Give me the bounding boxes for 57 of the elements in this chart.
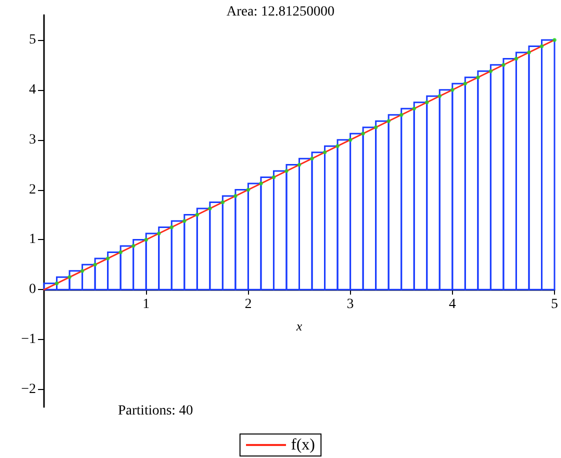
point [361, 132, 366, 136]
y-tick-label: −1 [21, 332, 36, 348]
annotation: Partitions: 40 [118, 404, 194, 418]
point [195, 212, 200, 217]
point [297, 162, 302, 167]
point [476, 75, 480, 80]
x-tick-label: 3 [346, 297, 354, 312]
point [374, 125, 378, 130]
point [540, 44, 544, 48]
point [93, 262, 98, 267]
point [284, 169, 288, 174]
y-tick-label: −2 [21, 382, 36, 398]
point [399, 112, 404, 117]
point [336, 144, 340, 148]
point [182, 218, 186, 223]
point [463, 82, 468, 86]
point [118, 250, 123, 254]
y-tick-label: 3 [29, 132, 36, 148]
x-tick-label: 4 [448, 297, 456, 312]
point [208, 206, 212, 210]
point [526, 50, 531, 54]
point [54, 281, 59, 286]
point [170, 225, 174, 230]
point [106, 256, 110, 260]
y-tick-label: 1 [29, 232, 36, 248]
point [246, 188, 250, 192]
y-tick-label: 0 [29, 282, 36, 298]
point [348, 138, 352, 142]
x-tick-label: 5 [551, 297, 558, 312]
point [144, 238, 148, 242]
point [258, 182, 263, 186]
point [552, 38, 556, 42]
point [322, 150, 327, 154]
point [412, 106, 416, 111]
y-tick-label: 4 [29, 82, 36, 98]
chart-title: Area: 12.81250000 [226, 4, 335, 20]
point [501, 62, 506, 67]
point [488, 69, 493, 74]
y-tick-label: 2 [29, 182, 36, 198]
point [80, 268, 84, 273]
point [272, 175, 276, 180]
point [310, 156, 314, 161]
point [386, 119, 391, 124]
x-tick-label: 2 [244, 297, 252, 312]
y-tick-label: 5 [29, 32, 36, 48]
point [220, 200, 225, 204]
point [438, 94, 442, 98]
x-axis-title: x [295, 318, 302, 334]
legend-label: f(x) [291, 436, 315, 454]
point [131, 244, 136, 248]
point [514, 56, 518, 61]
point [450, 88, 454, 92]
point [156, 231, 161, 236]
x-tick-label: 1 [142, 297, 150, 312]
point [233, 194, 238, 198]
point [424, 100, 429, 104]
point [68, 275, 72, 280]
